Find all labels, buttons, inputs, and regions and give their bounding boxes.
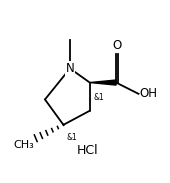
Text: OH: OH (139, 87, 157, 100)
Polygon shape (90, 80, 116, 85)
Text: &1: &1 (66, 133, 77, 142)
Text: N: N (66, 62, 74, 75)
Text: CH₃: CH₃ (14, 140, 34, 150)
Text: &1: &1 (93, 93, 104, 102)
Text: HCl: HCl (76, 144, 98, 157)
Text: O: O (112, 39, 122, 52)
